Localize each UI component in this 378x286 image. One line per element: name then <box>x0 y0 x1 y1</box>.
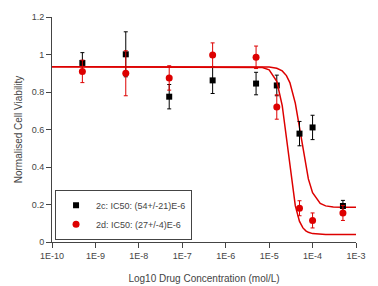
svg-text:0.6: 0.6 <box>32 125 45 135</box>
svg-text:1E-6: 1E-6 <box>216 251 235 261</box>
svg-text:1: 1 <box>39 50 44 60</box>
svg-text:1E-8: 1E-8 <box>129 251 148 261</box>
svg-text:1E-4: 1E-4 <box>303 251 322 261</box>
svg-text:1E-7: 1E-7 <box>173 251 192 261</box>
svg-text:Normalised Cell Viability: Normalised Cell Viability <box>13 76 24 184</box>
svg-text:1.2: 1.2 <box>32 12 45 22</box>
svg-text:1E-5: 1E-5 <box>260 251 279 261</box>
svg-text:1E-9: 1E-9 <box>86 251 105 261</box>
svg-text:2c: IC50: (54+/-21)E-6: 2c: IC50: (54+/-21)E-6 <box>96 201 185 211</box>
svg-text:1E-10: 1E-10 <box>40 251 64 261</box>
svg-text:0: 0 <box>39 237 44 247</box>
svg-text:0.8: 0.8 <box>32 87 45 97</box>
svg-text:2d: IC50: (27+/-4)E-6: 2d: IC50: (27+/-4)E-6 <box>96 220 181 230</box>
svg-text:0.4: 0.4 <box>32 162 45 172</box>
svg-text:1E-3: 1E-3 <box>346 251 365 261</box>
svg-text:Log10 Drug Concentration (mol/: Log10 Drug Concentration (mol/L) <box>128 273 279 284</box>
svg-text:0.2: 0.2 <box>32 200 45 210</box>
